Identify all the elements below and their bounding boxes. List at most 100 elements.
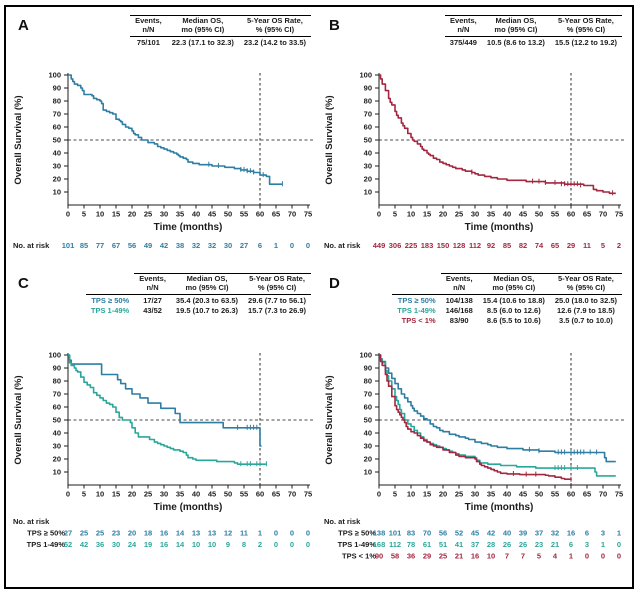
survival-curve-tps-ge-50 <box>379 354 616 463</box>
x-tick-label: 10 <box>96 490 104 499</box>
risk-count: 1 <box>274 241 278 250</box>
x-tick-label: 70 <box>599 490 607 499</box>
x-tick-label: 60 <box>567 490 575 499</box>
risk-count: 0 <box>274 529 278 538</box>
x-tick-label: 10 <box>407 210 415 219</box>
y-tick-label: 40 <box>364 149 372 158</box>
x-tick-label: 55 <box>551 210 559 219</box>
y-tick-label: 80 <box>364 377 372 386</box>
risk-count: 9 <box>226 540 230 549</box>
risk-count: 13 <box>208 529 216 538</box>
x-tick-label: 60 <box>256 210 264 219</box>
risk-count: 52 <box>64 540 72 549</box>
stats-corner-cell <box>392 273 441 296</box>
x-tick-label: 15 <box>112 490 120 499</box>
stats-value: 375/449 <box>449 37 477 47</box>
risk-count: 10 <box>192 540 200 549</box>
y-tick-label: 30 <box>364 442 372 451</box>
y-tick-label: 90 <box>364 364 372 373</box>
stats-value: 43/52 <box>143 305 162 315</box>
x-tick-label: 25 <box>455 210 463 219</box>
risk-count: 0 <box>306 529 310 538</box>
risk-count: 6 <box>569 540 573 549</box>
risk-count: 19 <box>144 540 152 549</box>
x-tick-label: 40 <box>503 490 511 499</box>
risk-count: 2 <box>617 241 621 250</box>
censor-ticks-all-patients <box>208 161 283 187</box>
risk-count: 14 <box>176 529 185 538</box>
stats-col-header: 5-Year OS Rate,% (95% CI) <box>549 14 622 38</box>
risk-count: 112 <box>389 540 401 549</box>
y-axis-title: Overall Survival (%) <box>13 375 24 464</box>
risk-count: 36 <box>407 552 415 561</box>
x-tick-label: 50 <box>224 490 232 499</box>
risk-count: 8 <box>242 540 246 549</box>
risk-count: 0 <box>306 540 310 549</box>
stats-value: 15.7 (7.3 to 26.9) <box>248 305 306 315</box>
stats-value: 23.2 (14.2 to 33.5) <box>243 37 306 47</box>
y-tick-label: 100 <box>359 351 372 360</box>
y-tick-label: 100 <box>48 71 61 80</box>
risk-count: 85 <box>80 241 88 250</box>
x-tick-label: 75 <box>304 210 312 219</box>
risk-count: 65 <box>551 241 559 250</box>
x-axis-title: Time (months) <box>465 502 534 513</box>
y-tick-label: 40 <box>364 429 372 438</box>
x-tick-label: 15 <box>423 490 431 499</box>
risk-count: 27 <box>64 529 72 538</box>
x-axis-title: Time (months) <box>465 222 534 233</box>
risk-count: 67 <box>112 241 120 250</box>
risk-count: 12 <box>224 529 232 538</box>
series-label: TPS 1-49% <box>90 305 130 315</box>
risk-count: 32 <box>208 241 216 250</box>
panel-c-stats-table: Events, n/N Median OS, mo (95% CI) 5-Year OS… <box>85 272 311 316</box>
risk-count: 1 <box>601 540 605 549</box>
risk-count: 40 <box>503 529 511 538</box>
x-tick-label: 55 <box>240 490 248 499</box>
risk-count: 32 <box>551 529 559 538</box>
y-tick-label: 30 <box>364 162 372 171</box>
stats-value: 22.3 (17.1 to 32.3) <box>171 37 234 47</box>
y-tick-label: 70 <box>53 390 61 399</box>
risk-table-title: No. at risk <box>324 517 361 526</box>
tick-labels: 10 20 30 40 50 60 70 80 90 100 0 5 10 15 20 25 30 35 40 45 5… <box>48 351 312 499</box>
risk-count: 51 <box>439 540 447 549</box>
panel-b-stats-table: Events, n/N Median OS, mo (95% CI) 5-Year OS… <box>444 14 622 47</box>
survival-curve-tps-1-49 <box>68 354 267 465</box>
y-axis-title: Overall Survival (%) <box>324 375 335 464</box>
risk-count: 1 <box>569 552 573 561</box>
risk-count: 5 <box>537 552 541 561</box>
stats-col-header: Events, n/N <box>440 272 478 296</box>
panel-a-letter: A <box>18 17 29 34</box>
stats-value: 8.5 (6.0 to 12.6) <box>486 305 541 315</box>
y-axis-title: Overall Survival (%) <box>324 95 335 184</box>
panel-a-stats-table: Events, n/N Median OS, mo (95% CI) 5-Year OS… <box>130 14 311 47</box>
axes <box>64 73 310 209</box>
x-axis-title: Time (months) <box>154 222 223 233</box>
x-tick-label: 20 <box>128 490 136 499</box>
risk-count: 23 <box>112 529 120 538</box>
x-tick-label: 45 <box>519 490 527 499</box>
risk-count: 27 <box>240 241 248 250</box>
risk-count: 168 <box>373 540 386 549</box>
y-tick-label: 50 <box>364 416 372 425</box>
risk-count: 45 <box>471 529 479 538</box>
x-tick-label: 25 <box>144 490 152 499</box>
survival-curve-all-patients <box>379 74 616 195</box>
x-tick-label: 15 <box>112 210 120 219</box>
risk-count: 49 <box>144 241 152 250</box>
x-tick-label: 45 <box>208 490 216 499</box>
x-tick-label: 60 <box>567 210 575 219</box>
risk-count: 90 <box>375 552 383 561</box>
risk-count: 16 <box>160 540 168 549</box>
risk-count: 5 <box>601 241 605 250</box>
risk-count: 18 <box>144 529 152 538</box>
x-tick-label: 65 <box>272 210 280 219</box>
risk-count: 58 <box>391 552 399 561</box>
stats-col-header: Events, n/N <box>444 14 482 38</box>
x-tick-label: 50 <box>224 210 232 219</box>
stats-value: 3.5 (0.7 to 10.0) <box>559 316 613 325</box>
risk-count: 128 <box>453 241 466 250</box>
x-tick-label: 45 <box>208 210 216 219</box>
